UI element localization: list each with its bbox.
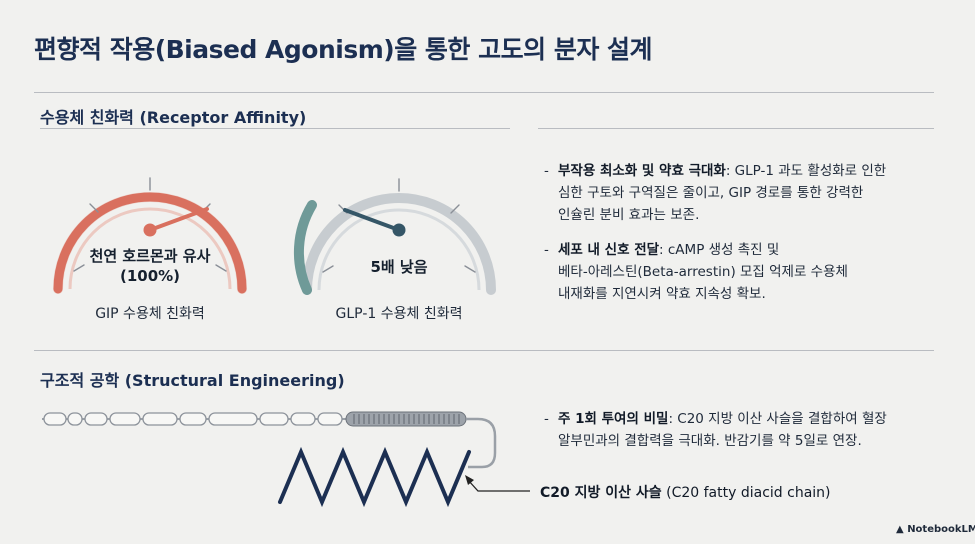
bullet-signaling-line1: : cAMP 생성 촉진 및 bbox=[659, 242, 780, 258]
gip-gauge-line2: (100%) bbox=[119, 267, 181, 285]
gip-affinity-gauge bbox=[53, 177, 247, 294]
bullet-signaling-line3: 내재화를 지연시켜 약효 지속성 확보. bbox=[558, 286, 766, 302]
brand-label: NotebookLM bbox=[907, 524, 975, 535]
notebooklm-logo-icon: ▲ bbox=[896, 524, 904, 535]
bullet-weekly-dosing-line1: : C20 지방 이산 사슬을 결합하여 혈장 bbox=[668, 411, 887, 427]
bullet-signaling-bold: 세포 내 신호 전달 bbox=[558, 242, 660, 258]
bullet-weekly-dosing-bold: 주 1회 투여의 비밀 bbox=[558, 411, 669, 427]
peptide-backbone bbox=[42, 412, 350, 426]
chain-label-bold: C20 지방 이산 사슬 bbox=[540, 485, 662, 501]
bullet-side-effect-bold: 부작용 최소화 및 약효 극대화 bbox=[558, 163, 726, 179]
bullet-weekly-dosing-line2: 알부민과의 결합력을 극대화. 반감기를 약 5일로 연장. bbox=[558, 433, 862, 449]
bullet-side-effect-line2: 심한 구토와 구역질은 줄이고, GIP 경로를 통한 강력한 bbox=[558, 185, 864, 201]
title-divider bbox=[34, 92, 934, 93]
chain-label-arrow bbox=[467, 479, 530, 492]
notebooklm-brand: ▲ NotebookLM bbox=[896, 524, 975, 535]
bullet-side-effect-line1: : GLP-1 과도 활성화로 인한 bbox=[725, 163, 887, 179]
gip-gauge-hub bbox=[143, 223, 157, 237]
gip-gauge-value: 천연 호르몬과 유사 (100%) bbox=[50, 246, 250, 286]
section2-divider bbox=[34, 350, 934, 351]
glp1-gauge-hub bbox=[392, 223, 406, 237]
page-title: 편향적 작용(Biased Agonism)을 통한 고도의 분자 설계 bbox=[34, 35, 653, 64]
gip-gauge-needle bbox=[148, 207, 209, 232]
receptor-affinity-heading: 수용체 친화력 (Receptor Affinity) bbox=[40, 108, 307, 127]
c20-fatty-diacid-chain bbox=[278, 446, 471, 508]
glp1-gauge-caption: GLP-1 수용체 친화력 bbox=[335, 306, 463, 322]
gip-gauge-line1: 천연 호르몬과 유사 bbox=[89, 247, 211, 265]
bullet-weekly-dosing: -주 1회 투여의 비밀: C20 지방 이산 사슬을 결합하여 혈장 알부민과… bbox=[544, 408, 954, 452]
glp1-gauge-value: 5배 낮음 bbox=[370, 258, 428, 276]
bullet-signaling: - 세포 내 신호 전달: cAMP 생성 촉진 및 베타-아레스틴(Beta-a… bbox=[544, 239, 944, 305]
chain-label-rest: (C20 fatty diacid chain) bbox=[661, 485, 831, 501]
bullet-signaling-line2: 베타-아레스틴(Beta-arrestin) 모집 억제로 수용체 bbox=[558, 264, 848, 280]
bullet-side-effect-line3: 인슐린 분비 효과는 보존. bbox=[558, 207, 700, 223]
chain-label: C20 지방 이산 사슬 (C20 fatty diacid chain) bbox=[540, 482, 831, 502]
structural-engineering-heading: 구조적 공학 (Structural Engineering) bbox=[40, 371, 345, 390]
section1-left-divider bbox=[40, 128, 510, 129]
bullet-side-effect: - 부작용 최소화 및 약효 극대화: GLP-1 과도 활성화로 인한 심한 구… bbox=[544, 160, 944, 226]
gip-gauge-caption: GIP 수용체 친화력 bbox=[95, 306, 205, 322]
section1-right-divider bbox=[538, 128, 934, 129]
glp1-affinity-gauge bbox=[293, 178, 496, 295]
linker-segment bbox=[345, 411, 497, 469]
glp1-gauge-needle bbox=[343, 208, 401, 232]
